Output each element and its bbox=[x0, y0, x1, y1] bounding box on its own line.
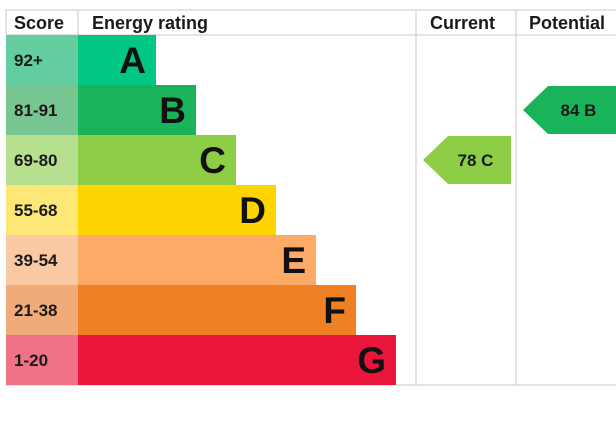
band-letter-g: G bbox=[357, 340, 386, 381]
score-cell-e bbox=[6, 235, 78, 285]
potential-header: Potential bbox=[529, 13, 605, 33]
potential-rating-label: 84 B bbox=[561, 101, 597, 120]
score-cell-a bbox=[6, 35, 78, 85]
band-letter-a: A bbox=[119, 40, 146, 81]
band-letter-e: E bbox=[281, 240, 306, 281]
rating-bands: 92+ A 81-91 B 69-80 C 55-68 D 39-54 E 21-38 F 1-20 G bbox=[6, 35, 396, 385]
score-label-g: 1-20 bbox=[14, 351, 48, 370]
score-label-a: 92+ bbox=[14, 51, 43, 70]
band-bar-b bbox=[78, 85, 196, 135]
band-bar-g bbox=[78, 335, 396, 385]
score-header: Score bbox=[14, 13, 64, 33]
band-letter-f: F bbox=[323, 290, 346, 331]
band-bar-c bbox=[78, 135, 236, 185]
current-rating-label: 78 C bbox=[458, 151, 494, 170]
score-cell-b bbox=[6, 85, 78, 135]
score-cell-f bbox=[6, 285, 78, 335]
current-header: Current bbox=[430, 13, 495, 33]
band-letter-c: C bbox=[199, 140, 226, 181]
band-letter-d: D bbox=[239, 190, 266, 231]
score-label-e: 39-54 bbox=[14, 251, 58, 270]
score-cell-d bbox=[6, 185, 78, 235]
column-headers: Score Energy rating Current Potential bbox=[14, 13, 605, 33]
score-label-f: 21-38 bbox=[14, 301, 57, 320]
band-bar-d bbox=[78, 185, 276, 235]
band-bar-a bbox=[78, 35, 156, 85]
score-label-c: 69-80 bbox=[14, 151, 57, 170]
score-cell-c bbox=[6, 135, 78, 185]
band-letter-b: B bbox=[159, 90, 186, 131]
rating-markers: 78 C 84 B bbox=[423, 86, 616, 184]
potential-arrow bbox=[523, 86, 616, 134]
band-bar-f bbox=[78, 285, 356, 335]
energy-rating-header: Energy rating bbox=[92, 13, 208, 33]
score-label-d: 55-68 bbox=[14, 201, 57, 220]
score-label-b: 81-91 bbox=[14, 101, 57, 120]
current-arrow bbox=[423, 136, 511, 184]
score-cell-g bbox=[6, 335, 78, 385]
band-bar-e bbox=[78, 235, 316, 285]
